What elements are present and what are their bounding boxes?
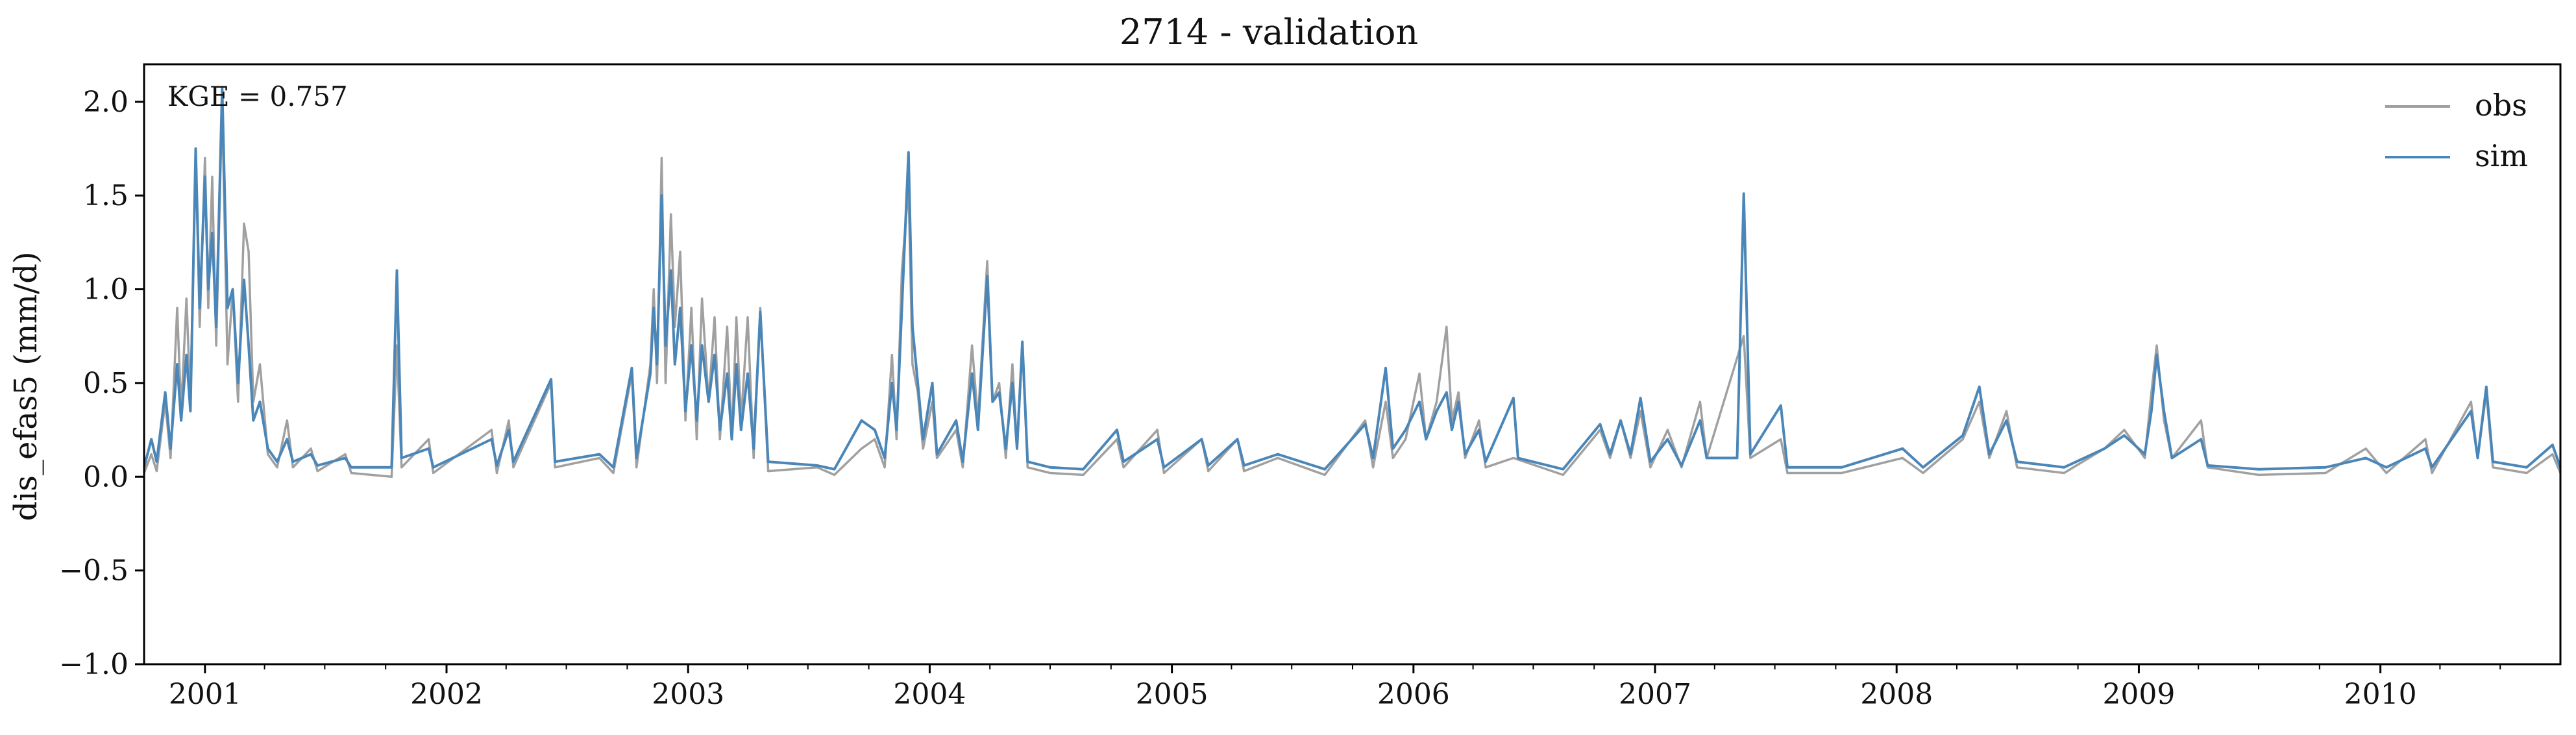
series-line-sim (143, 87, 2562, 471)
y-axis-label: dis_efas5 (mm/d) (8, 251, 44, 521)
plot-frame (143, 63, 2562, 666)
y-tick-label: 1.0 (83, 273, 129, 306)
x-tick-label: 2009 (2102, 678, 2175, 711)
y-tick-label: −0.5 (59, 554, 129, 588)
x-tick-label: 2006 (1377, 678, 1450, 711)
x-tick-label: 2001 (169, 678, 241, 711)
y-tick-label: 0.5 (83, 367, 129, 400)
x-tick-label: 2003 (652, 678, 724, 711)
chart-title: 2714 - validation (1120, 12, 1418, 53)
legend-label-sim: sim (2475, 138, 2528, 173)
x-tick-label: 2005 (1136, 678, 1208, 711)
x-tick-label: 2008 (1860, 678, 1933, 711)
x-tick-label: 2010 (2344, 678, 2417, 711)
y-tick-label: 1.5 (83, 179, 129, 212)
ticks-layer: −1.0 −0.5 0.0 0.5 1.0 1.5 2.0 2001 2002 2003 2004 2… (59, 86, 2501, 711)
y-tick-label: 0.0 (83, 460, 129, 493)
legend-label-obs: obs (2475, 88, 2527, 123)
y-tick-label: 2.0 (83, 86, 129, 119)
y-tick-label: −1.0 (59, 648, 129, 681)
x-tick-label: 2004 (893, 678, 966, 711)
kge-annotation: KGE = 0.757 (167, 81, 348, 112)
plot-area: −1.0 −0.5 0.0 0.5 1.0 1.5 2.0 2001 2002 2003 2004 2… (59, 63, 2562, 711)
x-tick-label: 2007 (1619, 678, 1691, 711)
series-line-obs (143, 101, 2562, 479)
series-layer (143, 87, 2562, 479)
legend: obs sim (2385, 88, 2528, 173)
x-tick-label: 2002 (410, 678, 483, 711)
